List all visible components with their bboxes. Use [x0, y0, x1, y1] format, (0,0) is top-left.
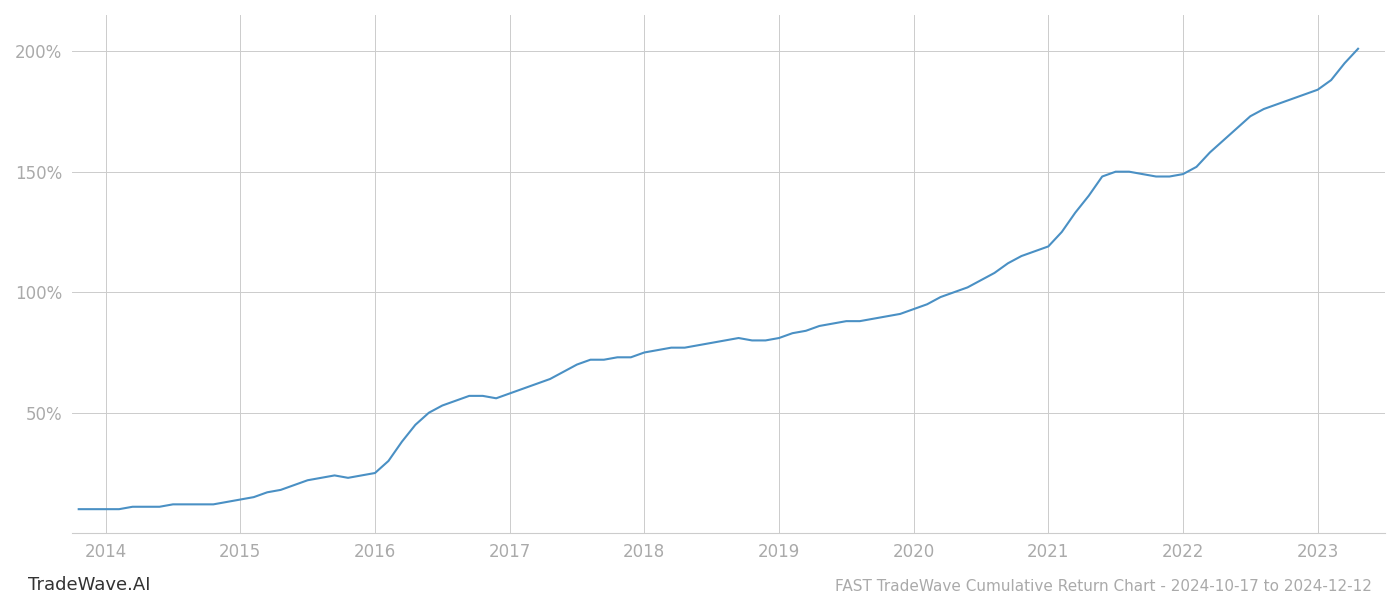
Text: TradeWave.AI: TradeWave.AI	[28, 576, 151, 594]
Text: FAST TradeWave Cumulative Return Chart - 2024-10-17 to 2024-12-12: FAST TradeWave Cumulative Return Chart -…	[836, 579, 1372, 594]
